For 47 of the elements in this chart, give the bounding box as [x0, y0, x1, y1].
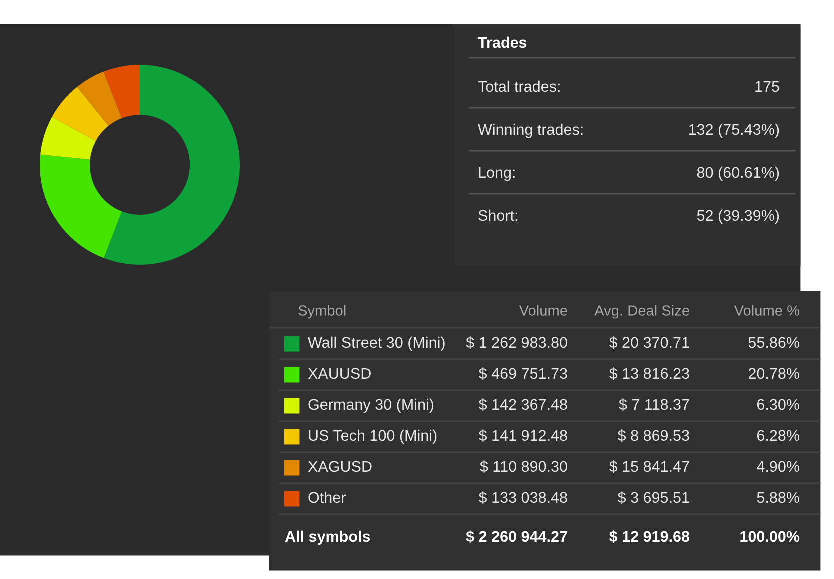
- text: 100.00%: [740, 531, 800, 542]
- text: $ 13 816.23: [609, 368, 690, 380]
- legend-label: US Tech 100 (Mini): [309, 430, 437, 444]
- text: Long:: [479, 167, 515, 182]
- donut-slice: [104, 65, 240, 265]
- data-label: 6.30%: [757, 399, 800, 410]
- donut-slice: [52, 87, 109, 142]
- text: $ 141 912.48: [478, 430, 568, 442]
- legend-label: Germany 30 (Mini): [308, 398, 434, 414]
- data-label: 4.90%: [757, 461, 800, 472]
- text: Total trades:: [478, 80, 560, 92]
- data-label: 6.28%: [757, 430, 800, 442]
- text: Winning trades:: [478, 124, 583, 138]
- text: $ 3 695.51: [618, 492, 690, 504]
- text: $ 20 370.71: [609, 336, 690, 350]
- legend-label: XAGUSD: [308, 461, 372, 472]
- text: $ 2 260 944.27: [466, 530, 568, 544]
- text: Volume: [519, 305, 568, 316]
- legend-label: Other: [308, 492, 346, 504]
- legend-label: XAUUSD: [308, 368, 371, 380]
- text: $ 142 367.48: [478, 398, 568, 412]
- text: 52 (39.39%): [697, 210, 780, 224]
- text: $ 110 890.30: [480, 460, 568, 474]
- text: Avg. Deal Size: [594, 305, 690, 319]
- text: $ 133 038.48: [478, 492, 568, 504]
- text: 175: [756, 81, 780, 92]
- data-label: 20.78%: [748, 368, 800, 380]
- text: $ 7 118.37: [619, 398, 690, 412]
- text: $ 8 869.53: [618, 430, 690, 442]
- text: $ 1 262 983.80: [466, 336, 568, 350]
- text: 80 (60.61%): [697, 166, 780, 182]
- text: Symbol: [298, 305, 346, 319]
- donut-slice: [77, 72, 122, 126]
- data-label: 5.88%: [757, 492, 800, 504]
- text: $ 12 919.68: [610, 530, 690, 544]
- text: All symbols: [285, 530, 370, 546]
- text: $ 15 841.47: [609, 460, 690, 474]
- text: Short:: [478, 210, 518, 222]
- legend-label: Wall Street 30 (Mini): [308, 336, 445, 352]
- text: 132 (75.43%): [689, 124, 780, 138]
- text: Trades: [478, 36, 527, 48]
- donut-slice: [40, 154, 122, 258]
- donut-slice: [104, 65, 140, 118]
- text: $ 469 751.73: [478, 368, 568, 380]
- donut-slice: [40, 117, 96, 160]
- data-label: 55.86%: [748, 337, 800, 348]
- text: Volume %: [734, 305, 800, 316]
